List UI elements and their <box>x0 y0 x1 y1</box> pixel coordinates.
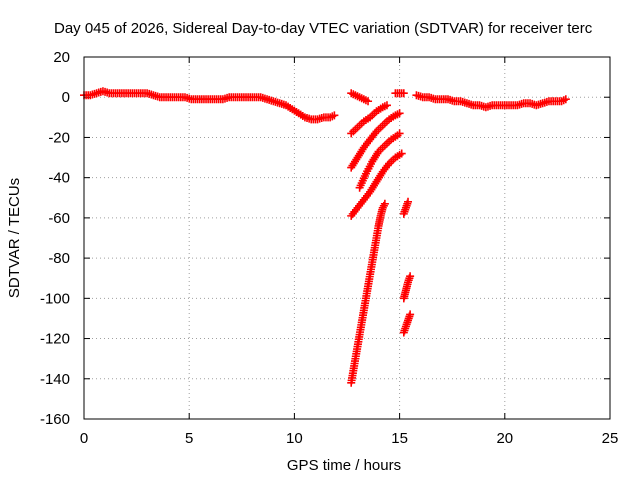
x-tick-label: 20 <box>496 430 513 447</box>
data-series <box>80 87 570 387</box>
y-tick-label: -80 <box>48 250 70 267</box>
y-tick-label: 0 <box>62 89 70 106</box>
data-point <box>399 89 408 98</box>
y-tick-label: -60 <box>48 210 70 227</box>
series-arc-top-a <box>347 89 373 106</box>
series-descent-4 <box>347 149 406 220</box>
x-axis-tick-labels: 0 5 10 15 20 25 <box>80 430 619 447</box>
data-point <box>380 199 389 208</box>
series-descent-2 <box>347 109 404 172</box>
y-axis-tick-labels: 20 0 -20 -40 -60 -80 -100 -120 -140 -160 <box>40 49 70 428</box>
data-point <box>395 129 404 138</box>
chart-title: Day 045 of 2026, Sidereal Day-to-day VTE… <box>54 20 593 37</box>
x-tick-label: 15 <box>391 430 408 447</box>
y-tick-label: -20 <box>48 129 70 146</box>
data-point <box>364 97 373 106</box>
series-segment-late-3 <box>399 310 415 337</box>
y-tick-label: -160 <box>40 411 70 428</box>
data-point <box>406 272 415 281</box>
y-tick-label: 20 <box>53 49 70 66</box>
series-baseline-early <box>80 87 339 124</box>
y-tick-label: -100 <box>40 290 70 307</box>
x-axis-label: GPS time / hours <box>287 457 401 474</box>
series-segment-late-2 <box>399 272 415 303</box>
series-arc-top-b <box>391 89 408 98</box>
y-axis-label: SDTVAR / TECUs <box>6 178 23 298</box>
series-descent-3 <box>355 129 404 192</box>
series-arc-top-c <box>412 91 570 112</box>
x-tick-label: 10 <box>286 430 303 447</box>
data-point <box>406 310 415 319</box>
x-tick-label: 5 <box>185 430 193 447</box>
y-tick-label: -120 <box>40 331 70 348</box>
x-tick-label: 0 <box>80 430 88 447</box>
x-tick-label: 25 <box>602 430 619 447</box>
series-steep-drop <box>347 199 389 387</box>
y-tick-label: -40 <box>48 170 70 187</box>
data-point <box>397 149 406 158</box>
data-point <box>561 95 570 104</box>
grid <box>84 57 610 419</box>
series-segment-late-1 <box>399 197 413 218</box>
data-point <box>382 101 391 110</box>
data-point <box>404 197 413 206</box>
y-tick-label: -140 <box>40 371 70 388</box>
series-descent-1 <box>347 101 391 138</box>
data-point <box>395 109 404 118</box>
data-point <box>330 111 339 120</box>
plot-frame <box>83 56 611 420</box>
axis-ticks <box>83 56 611 420</box>
